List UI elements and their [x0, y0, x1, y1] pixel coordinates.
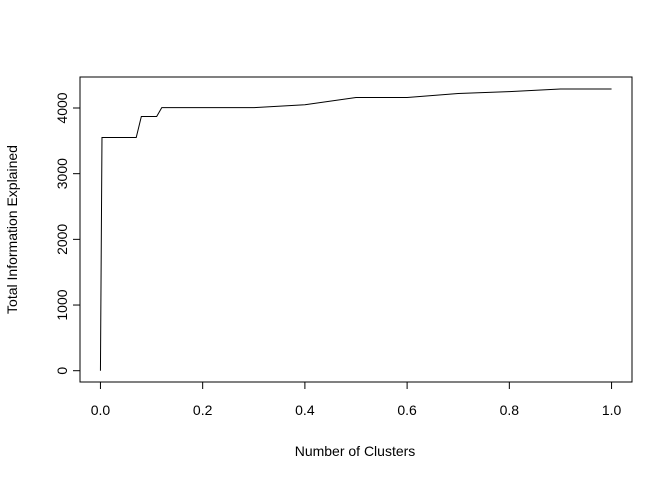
x-tick-label: 0.2 [193, 402, 213, 418]
y-axis-label: Total Information Explained [4, 145, 20, 314]
series-line [99, 88, 612, 371]
y-tick-label: 1000 [54, 289, 70, 320]
y-axis: 0 1000 2000 3000 4000 [54, 92, 81, 375]
series-layer [99, 88, 612, 371]
x-tick-label: 0.0 [91, 402, 111, 418]
y-tick-label: 2000 [54, 224, 70, 255]
x-tick-label: 1.0 [602, 402, 622, 418]
x-tick-label: 0.6 [397, 402, 417, 418]
x-tick-label: 0.4 [295, 402, 315, 418]
x-tick-label: 0.8 [500, 402, 520, 418]
y-tick-label: 3000 [54, 158, 70, 189]
y-tick-label: 0 [54, 367, 70, 375]
plot-frame [79, 76, 633, 383]
x-axis: 0.0 0.2 0.4 0.6 0.8 1.0 [91, 381, 622, 418]
x-axis-label: Number of Clusters [295, 443, 416, 459]
y-tick-label: 4000 [54, 92, 70, 123]
